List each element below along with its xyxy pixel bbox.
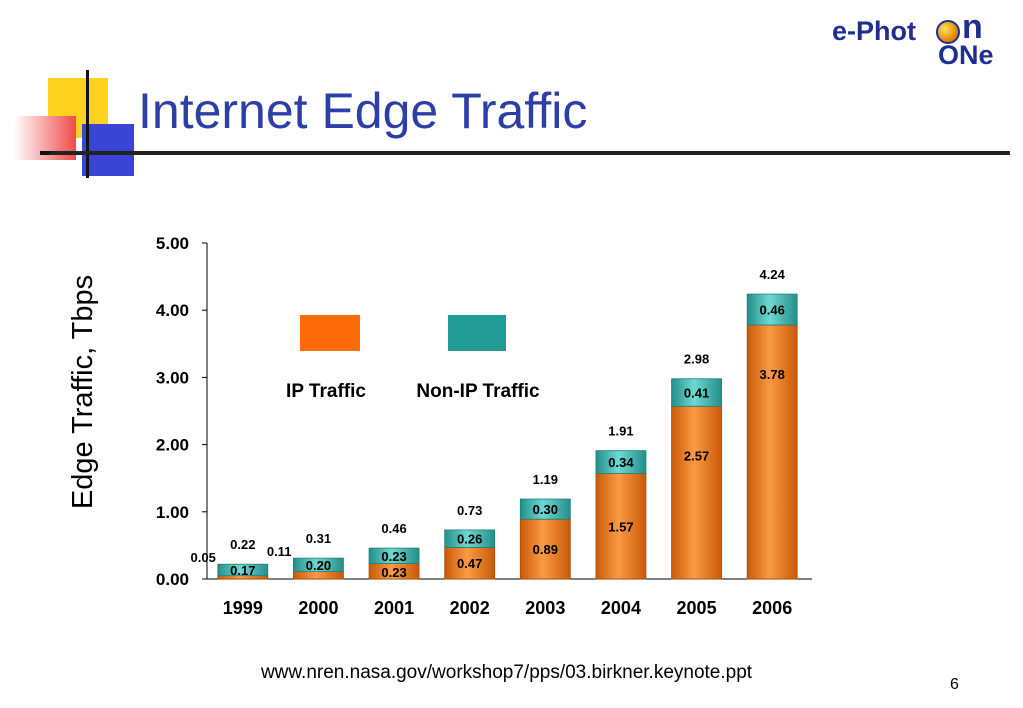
bar-ip-traffic	[746, 324, 798, 580]
non-ip-value-label: 0.34	[608, 455, 634, 470]
x-tick-label: 2005	[677, 598, 717, 618]
total-value-label: 1.91	[608, 424, 633, 439]
x-tick-label: 2000	[298, 598, 338, 618]
source-url: www.nren.nasa.gov/workshop7/pps/03.birkn…	[260, 662, 753, 683]
bar-ip-traffic	[444, 547, 496, 580]
x-tick-label: 2001	[374, 598, 414, 618]
logo-text-top: e-Phot	[832, 16, 916, 46]
total-value-label: 0.22	[230, 537, 255, 552]
y-tick-label: 5.00	[156, 234, 189, 253]
total-value-label: 0.46	[381, 521, 406, 536]
legend-label-non-ip: Non-IP Traffic	[416, 381, 540, 402]
bar-non-ip-traffic	[746, 293, 798, 326]
ip-value-label: 0.11	[267, 544, 292, 559]
ip-value-label: 0.89	[533, 542, 558, 557]
bar-ip-traffic	[519, 518, 571, 580]
total-value-label: 0.31	[306, 531, 331, 546]
x-tick-label: 2006	[752, 598, 792, 618]
y-axis-label: Edge Traffic, Tbps	[67, 275, 99, 509]
bar-ip-traffic	[595, 473, 647, 580]
deco-vertical-line	[86, 70, 89, 178]
x-tick-label: 1999	[223, 598, 263, 618]
bar-non-ip-traffic	[671, 378, 722, 407]
bar-non-ip-traffic	[293, 557, 344, 573]
bar-non-ip-traffic	[519, 498, 571, 520]
total-value-label: 4.24	[760, 267, 786, 282]
y-tick-label: 1.00	[156, 503, 189, 522]
x-tick-label: 2003	[525, 598, 565, 618]
ip-value-label: 0.47	[457, 556, 482, 571]
e-photon-one-logo: e-Phot n ONe	[832, 8, 1012, 72]
y-tick-label: 0.00	[156, 570, 189, 589]
y-tick-label: 3.00	[156, 368, 189, 387]
total-value-label: 0.73	[457, 503, 482, 518]
slide-title: Internet Edge Traffic	[138, 83, 588, 139]
y-tick-label: 4.00	[156, 301, 189, 320]
ip-value-label: 0.05	[191, 550, 216, 565]
ip-value-label: 2.57	[684, 448, 709, 463]
ip-value-label: 3.78	[760, 367, 785, 382]
non-ip-value-label: 0.23	[381, 549, 406, 564]
title-underline	[50, 151, 1010, 155]
logo-text-n: n	[962, 8, 983, 46]
ip-value-label: 1.57	[608, 519, 633, 534]
non-ip-value-label: 0.26	[457, 532, 482, 547]
legend-swatch-ip	[300, 315, 360, 351]
non-ip-value-label: 0.17	[230, 563, 255, 578]
non-ip-value-label: 0.20	[306, 558, 331, 573]
bar-non-ip-traffic	[595, 450, 647, 474]
total-value-label: 2.98	[684, 352, 709, 367]
y-tick-label: 2.00	[156, 436, 189, 455]
x-tick-label: 2004	[601, 598, 641, 618]
non-ip-value-label: 0.41	[684, 386, 709, 401]
non-ip-value-label: 0.46	[760, 303, 785, 318]
deco-blue-square	[82, 124, 134, 176]
globe-icon	[936, 20, 960, 44]
total-value-label: 1.19	[533, 472, 558, 487]
x-tick-label: 2002	[450, 598, 490, 618]
ip-value-label: 0.23	[381, 565, 406, 580]
non-ip-value-label: 0.30	[533, 502, 558, 517]
bar-non-ip-traffic	[444, 529, 496, 548]
page-number: 6	[950, 676, 959, 693]
bar-non-ip-traffic	[368, 547, 420, 564]
logo-text-bottom: ONe	[938, 40, 994, 70]
bar-non-ip-traffic	[217, 563, 269, 577]
legend-label-ip: IP Traffic	[286, 381, 366, 402]
bar-ip-traffic	[671, 405, 722, 580]
legend-swatch-non-ip	[448, 315, 506, 351]
